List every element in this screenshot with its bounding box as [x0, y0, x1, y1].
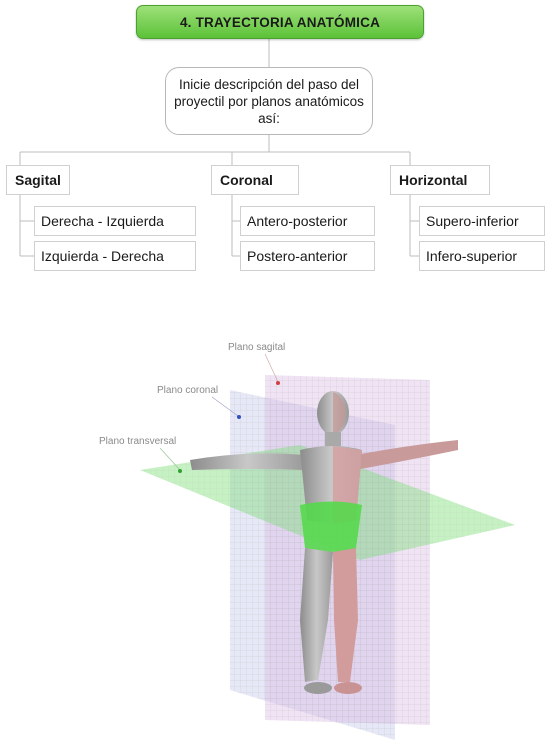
description-node: Inicie descripción del paso del proyecti…: [165, 67, 373, 135]
plane-label-sagital: Plano sagital: [228, 342, 285, 385]
svg-text:Plano sagital: Plano sagital: [228, 342, 285, 353]
leaf-infero-superior: Infero-superior: [419, 241, 545, 271]
leaf-derecha-izquierda: Derecha - Izquierda: [34, 206, 196, 236]
leaf-izquierda-derecha: Izquierda - Derecha: [34, 241, 196, 271]
svg-text:Plano coronal: Plano coronal: [157, 385, 218, 396]
svg-text:Plano transversal: Plano transversal: [99, 436, 176, 447]
anatomical-planes-illustration: Plano sagital Plano coronal Plano transv…: [99, 342, 515, 740]
human-figure: [190, 391, 458, 694]
leaf-supero-inferior: Supero-inferior: [419, 206, 545, 236]
plane-label-coronal: Plano coronal: [157, 385, 241, 419]
leaf-antero-posterior: Antero-posterior: [240, 206, 375, 236]
category-coronal: Coronal: [211, 165, 299, 195]
mindmap-connectors: [19, 37, 419, 257]
category-sagital: Sagital: [6, 165, 70, 195]
category-horizontal: Horizontal: [390, 165, 490, 195]
plane-label-transversal: Plano transversal: [99, 436, 182, 473]
leaf-postero-anterior: Postero-anterior: [240, 241, 375, 271]
title-node: 4. TRAYECTORIA ANATÓMICA: [136, 5, 424, 39]
